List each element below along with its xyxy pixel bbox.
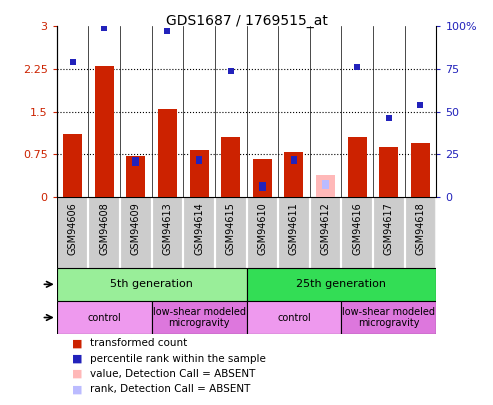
Bar xyxy=(291,156,297,164)
Bar xyxy=(348,137,367,197)
Text: ■: ■ xyxy=(71,369,82,379)
Text: percentile rank within the sample: percentile rank within the sample xyxy=(90,354,266,364)
Text: GSM94614: GSM94614 xyxy=(194,202,204,255)
Text: GSM94618: GSM94618 xyxy=(416,202,425,255)
Text: GSM94606: GSM94606 xyxy=(68,202,77,255)
Text: GSM94613: GSM94613 xyxy=(162,202,173,255)
Bar xyxy=(133,157,139,166)
Text: ■: ■ xyxy=(71,354,82,364)
Bar xyxy=(95,66,113,197)
Bar xyxy=(158,109,177,197)
Bar xyxy=(57,268,246,301)
Text: rank, Detection Call = ABSENT: rank, Detection Call = ABSENT xyxy=(90,384,250,394)
Bar xyxy=(316,175,335,197)
Text: control: control xyxy=(87,313,121,322)
Bar xyxy=(259,182,266,191)
Bar xyxy=(196,156,202,164)
Text: value, Detection Call = ABSENT: value, Detection Call = ABSENT xyxy=(90,369,255,379)
Bar xyxy=(152,301,246,334)
Bar xyxy=(57,301,152,334)
Text: GSM94616: GSM94616 xyxy=(352,202,362,255)
Text: GSM94608: GSM94608 xyxy=(99,202,109,255)
Text: GSM94612: GSM94612 xyxy=(320,202,331,256)
Bar xyxy=(246,301,341,334)
Text: GSM94615: GSM94615 xyxy=(226,202,236,256)
Bar xyxy=(341,301,436,334)
Text: control: control xyxy=(277,313,311,322)
Text: 25th generation: 25th generation xyxy=(296,279,387,289)
Text: GSM94610: GSM94610 xyxy=(257,202,267,255)
Bar xyxy=(246,268,436,301)
Bar xyxy=(253,159,272,197)
Text: low-shear modeled
microgravity: low-shear modeled microgravity xyxy=(152,307,246,328)
Text: GSM94611: GSM94611 xyxy=(289,202,299,255)
Bar xyxy=(126,156,145,197)
Text: low-shear modeled
microgravity: low-shear modeled microgravity xyxy=(342,307,435,328)
Text: GDS1687 / 1769515_at: GDS1687 / 1769515_at xyxy=(166,14,327,28)
Bar xyxy=(221,137,240,197)
Text: GSM94609: GSM94609 xyxy=(131,202,141,255)
Bar xyxy=(189,150,209,197)
Text: ■: ■ xyxy=(71,338,82,348)
Bar xyxy=(411,143,430,197)
Text: GSM94617: GSM94617 xyxy=(384,202,394,256)
Bar xyxy=(63,134,82,197)
Text: ■: ■ xyxy=(71,384,82,394)
Bar xyxy=(322,180,329,189)
Text: transformed count: transformed count xyxy=(90,338,187,348)
Text: 5th generation: 5th generation xyxy=(110,279,193,289)
Bar xyxy=(380,147,398,197)
Bar xyxy=(284,153,304,197)
